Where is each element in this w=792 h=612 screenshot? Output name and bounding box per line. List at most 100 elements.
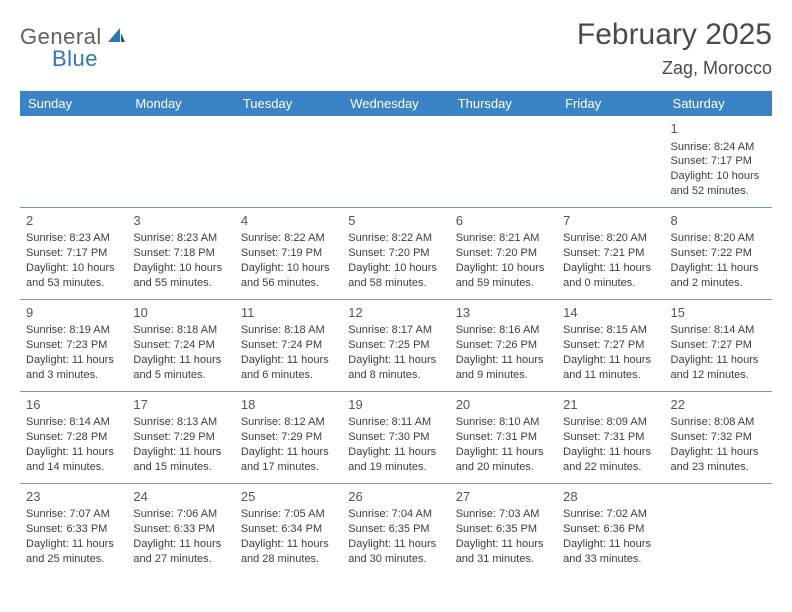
sunrise-text: Sunrise: 8:16 AM xyxy=(456,323,551,338)
sunset-text: Sunset: 7:24 PM xyxy=(133,338,228,353)
sunrise-text: Sunrise: 8:10 AM xyxy=(456,415,551,430)
daylight-text: Daylight: 11 hours and 8 minutes. xyxy=(348,353,443,383)
daylight-text: Daylight: 11 hours and 23 minutes. xyxy=(671,445,766,475)
sunrise-text: Sunrise: 8:20 AM xyxy=(671,231,766,246)
day-number: 15 xyxy=(671,304,766,322)
sunset-text: Sunset: 7:29 PM xyxy=(241,430,336,445)
sunrise-text: Sunrise: 8:23 AM xyxy=(133,231,228,246)
logo-sail-icon xyxy=(106,26,126,49)
calendar-day-cell: 1Sunrise: 8:24 AMSunset: 7:17 PMDaylight… xyxy=(665,116,772,207)
day-number: 18 xyxy=(241,396,336,414)
calendar-day-cell xyxy=(342,116,449,207)
weekday-header: Wednesday xyxy=(342,91,449,116)
sunset-text: Sunset: 7:30 PM xyxy=(348,430,443,445)
sunrise-text: Sunrise: 7:04 AM xyxy=(348,507,443,522)
calendar-day-cell: 6Sunrise: 8:21 AMSunset: 7:20 PMDaylight… xyxy=(450,207,557,299)
day-number: 19 xyxy=(348,396,443,414)
daylight-text: Daylight: 11 hours and 33 minutes. xyxy=(563,537,658,567)
sunrise-text: Sunrise: 8:20 AM xyxy=(563,231,658,246)
daylight-text: Daylight: 11 hours and 6 minutes. xyxy=(241,353,336,383)
calendar-week-row: 9Sunrise: 8:19 AMSunset: 7:23 PMDaylight… xyxy=(20,299,772,391)
logo-text-blue: Blue xyxy=(52,46,98,72)
calendar-day-cell: 20Sunrise: 8:10 AMSunset: 7:31 PMDayligh… xyxy=(450,391,557,483)
calendar-day-cell: 26Sunrise: 7:04 AMSunset: 6:35 PMDayligh… xyxy=(342,483,449,574)
day-number: 28 xyxy=(563,488,658,506)
day-number: 14 xyxy=(563,304,658,322)
sunset-text: Sunset: 7:20 PM xyxy=(456,246,551,261)
calendar-day-cell: 25Sunrise: 7:05 AMSunset: 6:34 PMDayligh… xyxy=(235,483,342,574)
sunrise-text: Sunrise: 8:24 AM xyxy=(671,140,766,155)
calendar-day-cell: 18Sunrise: 8:12 AMSunset: 7:29 PMDayligh… xyxy=(235,391,342,483)
daylight-text: Daylight: 10 hours and 53 minutes. xyxy=(26,261,121,291)
calendar-day-cell: 21Sunrise: 8:09 AMSunset: 7:31 PMDayligh… xyxy=(557,391,664,483)
day-number: 24 xyxy=(133,488,228,506)
calendar-day-cell: 15Sunrise: 8:14 AMSunset: 7:27 PMDayligh… xyxy=(665,299,772,391)
calendar-day-cell: 8Sunrise: 8:20 AMSunset: 7:22 PMDaylight… xyxy=(665,207,772,299)
day-number: 22 xyxy=(671,396,766,414)
sunset-text: Sunset: 7:29 PM xyxy=(133,430,228,445)
calendar-day-cell: 19Sunrise: 8:11 AMSunset: 7:30 PMDayligh… xyxy=(342,391,449,483)
header: General February 2025 Zag, Morocco xyxy=(20,18,772,79)
sunrise-text: Sunrise: 8:22 AM xyxy=(348,231,443,246)
sunset-text: Sunset: 6:35 PM xyxy=(348,522,443,537)
daylight-text: Daylight: 11 hours and 22 minutes. xyxy=(563,445,658,475)
daylight-text: Daylight: 11 hours and 14 minutes. xyxy=(26,445,121,475)
day-number: 3 xyxy=(133,212,228,230)
sunset-text: Sunset: 6:35 PM xyxy=(456,522,551,537)
month-title: February 2025 xyxy=(577,18,772,52)
sunrise-text: Sunrise: 8:14 AM xyxy=(671,323,766,338)
day-number: 5 xyxy=(348,212,443,230)
calendar-day-cell: 13Sunrise: 8:16 AMSunset: 7:26 PMDayligh… xyxy=(450,299,557,391)
daylight-text: Daylight: 11 hours and 3 minutes. xyxy=(26,353,121,383)
sunrise-text: Sunrise: 8:11 AM xyxy=(348,415,443,430)
day-number: 23 xyxy=(26,488,121,506)
daylight-text: Daylight: 10 hours and 56 minutes. xyxy=(241,261,336,291)
sunset-text: Sunset: 6:36 PM xyxy=(563,522,658,537)
calendar-day-cell: 2Sunrise: 8:23 AMSunset: 7:17 PMDaylight… xyxy=(20,207,127,299)
calendar-day-cell: 10Sunrise: 8:18 AMSunset: 7:24 PMDayligh… xyxy=(127,299,234,391)
weekday-header: Tuesday xyxy=(235,91,342,116)
calendar-day-cell xyxy=(450,116,557,207)
sunrise-text: Sunrise: 8:23 AM xyxy=(26,231,121,246)
sunset-text: Sunset: 7:19 PM xyxy=(241,246,336,261)
calendar-day-cell: 28Sunrise: 7:02 AMSunset: 6:36 PMDayligh… xyxy=(557,483,664,574)
calendar-day-cell: 5Sunrise: 8:22 AMSunset: 7:20 PMDaylight… xyxy=(342,207,449,299)
day-number: 13 xyxy=(456,304,551,322)
calendar-day-cell: 27Sunrise: 7:03 AMSunset: 6:35 PMDayligh… xyxy=(450,483,557,574)
sunset-text: Sunset: 6:34 PM xyxy=(241,522,336,537)
calendar-table: SundayMondayTuesdayWednesdayThursdayFrid… xyxy=(20,91,772,575)
day-number: 11 xyxy=(241,304,336,322)
sunset-text: Sunset: 6:33 PM xyxy=(26,522,121,537)
sunrise-text: Sunrise: 8:17 AM xyxy=(348,323,443,338)
weekday-header: Friday xyxy=(557,91,664,116)
daylight-text: Daylight: 11 hours and 2 minutes. xyxy=(671,261,766,291)
sunrise-text: Sunrise: 8:14 AM xyxy=(26,415,121,430)
day-number: 4 xyxy=(241,212,336,230)
daylight-text: Daylight: 11 hours and 31 minutes. xyxy=(456,537,551,567)
day-number: 8 xyxy=(671,212,766,230)
sunset-text: Sunset: 7:18 PM xyxy=(133,246,228,261)
daylight-text: Daylight: 11 hours and 15 minutes. xyxy=(133,445,228,475)
sunrise-text: Sunrise: 7:02 AM xyxy=(563,507,658,522)
sunset-text: Sunset: 7:27 PM xyxy=(563,338,658,353)
day-number: 10 xyxy=(133,304,228,322)
sunset-text: Sunset: 7:17 PM xyxy=(671,154,766,169)
daylight-text: Daylight: 11 hours and 30 minutes. xyxy=(348,537,443,567)
daylight-text: Daylight: 11 hours and 11 minutes. xyxy=(563,353,658,383)
sunrise-text: Sunrise: 8:09 AM xyxy=(563,415,658,430)
sunrise-text: Sunrise: 8:12 AM xyxy=(241,415,336,430)
day-number: 17 xyxy=(133,396,228,414)
sunset-text: Sunset: 7:24 PM xyxy=(241,338,336,353)
sunrise-text: Sunrise: 7:06 AM xyxy=(133,507,228,522)
day-number: 7 xyxy=(563,212,658,230)
daylight-text: Daylight: 11 hours and 0 minutes. xyxy=(563,261,658,291)
sunrise-text: Sunrise: 8:08 AM xyxy=(671,415,766,430)
sunset-text: Sunset: 7:17 PM xyxy=(26,246,121,261)
sunrise-text: Sunrise: 8:15 AM xyxy=(563,323,658,338)
day-number: 12 xyxy=(348,304,443,322)
sunset-text: Sunset: 7:31 PM xyxy=(456,430,551,445)
weekday-header: Thursday xyxy=(450,91,557,116)
calendar-day-cell: 14Sunrise: 8:15 AMSunset: 7:27 PMDayligh… xyxy=(557,299,664,391)
sunset-text: Sunset: 7:32 PM xyxy=(671,430,766,445)
day-number: 2 xyxy=(26,212,121,230)
